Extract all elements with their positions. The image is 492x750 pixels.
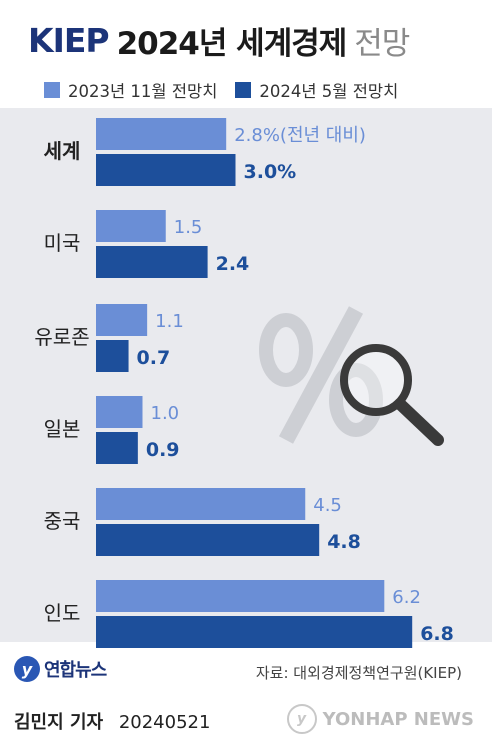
data-label-new: 0.9 bbox=[146, 439, 180, 461]
data-label-old: 6.2 bbox=[392, 587, 421, 608]
legend-swatch-new bbox=[235, 82, 252, 98]
yonhap-watermark: y YONHAP NEWS bbox=[286, 704, 474, 734]
category-label: 유로존 bbox=[34, 325, 89, 349]
percent-magnifier-illustration bbox=[259, 306, 444, 446]
legend-label-new: 2024년 5월 전망치 bbox=[259, 82, 399, 101]
bar-old-1 bbox=[96, 210, 166, 242]
chart-title: KIEP 2024년 세계경제 전망 bbox=[28, 14, 410, 66]
percent-icon bbox=[259, 306, 383, 444]
legend-swatch-old bbox=[44, 82, 60, 98]
legend-item-new: 2024년 5월 전망치 bbox=[235, 78, 398, 102]
data-label-old: 1.5 bbox=[174, 217, 203, 238]
category-label: 중국 bbox=[44, 509, 81, 533]
bar-new-3 bbox=[96, 432, 138, 464]
data-label-new: 4.8 bbox=[327, 531, 361, 553]
bar-new-0 bbox=[96, 154, 236, 186]
credit-line: 김민지 기자 20240521 bbox=[14, 708, 210, 734]
data-label-old: 1.0 bbox=[151, 403, 180, 424]
bar-old-0 bbox=[96, 118, 227, 150]
bar-old-2 bbox=[96, 304, 148, 336]
reporter-name: 김민지 기자 bbox=[14, 712, 104, 733]
bar-new-1 bbox=[96, 246, 208, 278]
bar-chart: 세계 2.8%(전년 대비) 3.0% 미국 1.5 2.4 유로존 1.1 0.7 일본 1.0 0… bbox=[34, 118, 454, 648]
data-label-new: 0.7 bbox=[137, 347, 171, 369]
data-label-old: 1.1 bbox=[155, 311, 184, 332]
magnifier-icon bbox=[340, 344, 444, 446]
yonhap-logo: y 연합뉴스 bbox=[14, 656, 107, 682]
bar-new-2 bbox=[96, 340, 129, 372]
bar-old-5 bbox=[96, 580, 385, 612]
category-label: 미국 bbox=[44, 231, 81, 255]
data-label-old: 4.5 bbox=[313, 495, 342, 516]
source-note: 자료: 대외경제정책연구원(KIEP) bbox=[255, 664, 462, 682]
legend-item-old: 2023년 11월 전망치 bbox=[44, 78, 217, 102]
legend-label-old: 2023년 11월 전망치 bbox=[68, 82, 218, 101]
bar-new-4 bbox=[96, 524, 320, 556]
category-label: 세계 bbox=[44, 139, 81, 163]
title-main: 2024년 세계경제 bbox=[116, 25, 348, 62]
bar-old-3 bbox=[96, 396, 143, 428]
kiep-logo: KIEP bbox=[28, 20, 110, 60]
data-label-old: 2.8%(전년 대비) bbox=[234, 125, 366, 146]
watermark-text: YONHAP NEWS bbox=[322, 708, 474, 730]
yonhap-logo-text: 연합뉴스 bbox=[44, 660, 107, 681]
bar-new-5 bbox=[96, 616, 413, 648]
publish-date: 20240521 bbox=[118, 712, 211, 733]
yonhap-logo-icon: y bbox=[14, 656, 40, 682]
watermark-icon: y bbox=[286, 704, 317, 734]
title-sub: 전망 bbox=[354, 25, 410, 62]
legend: 2023년 11월 전망치 2024년 5월 전망치 bbox=[44, 78, 416, 102]
category-label: 인도 bbox=[44, 601, 81, 625]
data-label-new: 2.4 bbox=[216, 253, 250, 275]
data-label-new: 3.0% bbox=[244, 161, 297, 183]
data-label-new: 6.8 bbox=[420, 623, 454, 645]
category-label: 일본 bbox=[44, 417, 81, 441]
bar-old-4 bbox=[96, 488, 306, 520]
